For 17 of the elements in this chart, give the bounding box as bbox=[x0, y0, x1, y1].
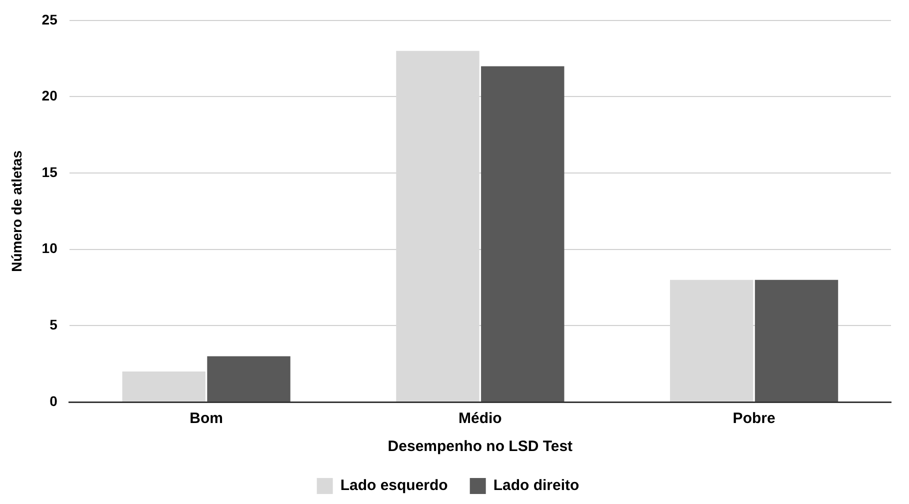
x-tick-label: Pobre bbox=[732, 410, 776, 428]
y-tick-label: 20 bbox=[42, 88, 58, 104]
bar bbox=[207, 356, 290, 402]
y-tick-label: 15 bbox=[42, 164, 58, 180]
y-tick-label: 5 bbox=[50, 316, 58, 333]
bar bbox=[122, 371, 206, 402]
x-tick-label: Bom bbox=[190, 410, 223, 428]
y-tick-label: 25 bbox=[42, 11, 58, 28]
legend-label: Lado esquerdo bbox=[340, 477, 448, 494]
x-axis-title: Desempenho no LSD Test bbox=[388, 438, 573, 456]
bar bbox=[481, 66, 564, 402]
y-tick-label: 10 bbox=[42, 240, 58, 256]
x-tick-label: Médio bbox=[458, 410, 502, 428]
y-tick-label: 0 bbox=[50, 392, 58, 409]
bar bbox=[754, 280, 838, 402]
legend-label: Lado direito bbox=[493, 477, 580, 494]
y-axis-title: Número de atletas bbox=[8, 150, 24, 272]
